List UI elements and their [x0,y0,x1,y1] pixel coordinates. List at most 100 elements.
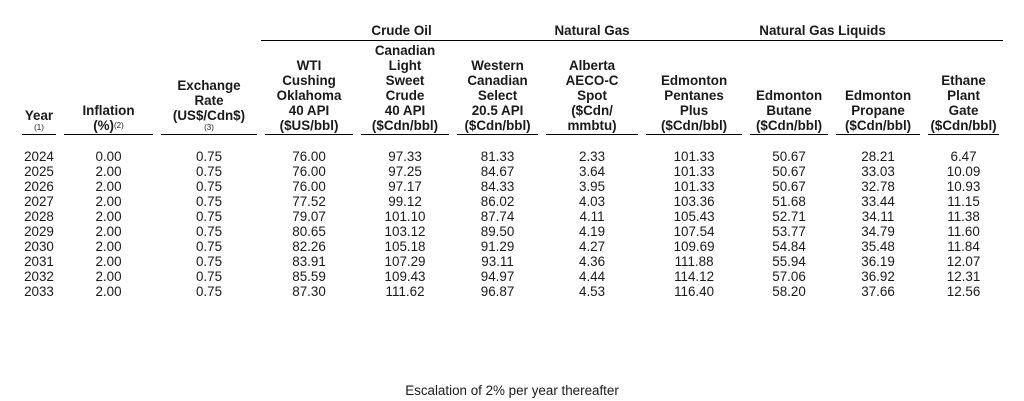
cell-western-canadian-select: 94.97 [480,269,515,284]
cell-propane: 34.11 [861,209,895,224]
cell-inflation: 2.00 [95,194,122,209]
header-line: Plant [947,88,980,103]
cell-inflation: 2.00 [95,284,122,299]
group-natural-gas: Natural Gas [542,18,643,41]
header-inflation: Inflation (%)(2) [60,41,157,137]
table-row: 2031 2.00 0.75 83.91 107.29 93.11 4.36 111.88 55… [18,254,1003,269]
cell-year: 2033 [24,284,54,299]
cell-inflation: 2.00 [95,224,122,239]
cell-propane: 35.48 [861,239,895,254]
header-line: ($Cdn/bbl) [755,118,823,133]
cell-ethane: 6.47 [950,149,977,164]
price-forecast-table: Crude Oil Natural Gas Natural Gas Liquid… [18,18,1004,299]
header-line: ($US/bbl) [279,118,339,133]
header-ethane: Ethane Plant Gate ($Cdn/bbl) [924,41,1003,137]
header-aeco: Alberta AECO-C Spot ($Cdn/mmbtu) [542,41,642,137]
header-line: Exchange [177,78,241,93]
cell-exchange-rate: 0.75 [195,194,223,209]
cell-western-canadian-select: 91.29 [480,239,515,254]
cell-inflation: 2.00 [95,269,122,284]
cell-pentanes-plus: 107.54 [673,224,715,239]
cell-year: 2032 [24,269,54,284]
cell-exchange-rate: 0.75 [195,149,223,164]
header-line: AECO-C [565,73,619,88]
cell-ethane: 11.60 [947,224,980,239]
header-butane: Edmonton Butane ($Cdn/bbl) [746,41,832,137]
cell-butane: 53.77 [772,224,806,239]
cell-year: 2027 [24,194,54,209]
header-pentanes-plus: Edmonton Pentanes Plus ($Cdn/bbl) [642,41,746,137]
cell-exchange-rate: 0.75 [195,239,223,254]
cell-aeco: 2.33 [579,149,606,164]
cell-canadian-light-sweet: 107.29 [384,254,426,269]
cell-ethane: 12.56 [946,284,981,299]
cell-canadian-light-sweet: 97.33 [388,149,422,164]
header-line: Select [477,88,518,103]
cell-butane: 50.67 [772,149,806,164]
cell-canadian-light-sweet: 111.62 [385,284,425,299]
cell-propane: 33.03 [861,164,895,179]
header-exchange-rate: Exchange Rate (US$/Cdn$) (3) [157,41,261,137]
header-line: Spot [577,88,607,103]
cell-propane: 36.19 [861,254,895,269]
table-row: 2027 2.00 0.75 77.52 99.12 86.02 4.03 103.36 51.… [18,194,1003,209]
cell-pentanes-plus: 109.69 [673,239,715,254]
header-line: ($Cdn/bbl) [844,118,912,133]
cell-western-canadian-select: 96.87 [480,284,515,299]
header-wti: WTI Cushing Oklahoma 40 API ($US/bbl) [261,41,357,137]
cell-wti: 79.07 [292,209,326,224]
header-line: mmbtu) [567,118,617,133]
cell-inflation: 2.00 [95,254,122,269]
cell-ethane: 10.09 [946,164,981,179]
cell-pentanes-plus: 116.40 [674,284,715,299]
cell-year: 2025 [24,164,54,179]
header-line: (US$/Cdn$) [172,108,246,123]
cell-canadian-light-sweet: 105.18 [384,239,426,254]
cell-exchange-rate: 0.75 [195,179,223,194]
inflation-footnote-marker: (2) [114,121,124,130]
cell-inflation: 2.00 [95,164,122,179]
cell-western-canadian-select: 93.11 [481,254,514,269]
cell-butane: 54.84 [772,239,806,254]
cell-wti: 83.91 [292,254,326,269]
cell-exchange-rate: 0.75 [195,209,223,224]
header-propane: Edmonton Propane ($Cdn/bbl) [832,41,924,137]
cell-western-canadian-select: 89.50 [480,224,515,239]
cell-pentanes-plus: 101.33 [673,149,715,164]
header-line: Year [24,108,54,123]
cell-year: 2031 [24,254,54,269]
cell-butane: 51.68 [772,194,806,209]
group-crude-oil: Crude Oil [261,18,543,41]
cell-wti: 87.30 [292,284,326,299]
cell-wti: 77.52 [292,194,326,209]
table-row: 2030 2.00 0.75 82.26 105.18 91.29 4.27 109.69 54… [18,239,1003,254]
header-line: Canadian [374,43,436,58]
cell-propane: 32.78 [861,179,895,194]
header-line: WTI [296,58,322,73]
group-header-row: Crude Oil Natural Gas Natural Gas Liquid… [18,18,1004,41]
header-line: Western [471,58,524,73]
cell-inflation: 2.00 [95,179,122,194]
cell-aeco: 4.03 [579,194,606,209]
cell-propane: 37.66 [861,284,895,299]
cell-western-canadian-select: 86.02 [480,194,515,209]
cell-aeco: 4.36 [579,254,606,269]
cell-exchange-rate: 0.75 [195,254,223,269]
header-line: ($Cdn/bbl) [464,118,531,133]
cell-pentanes-plus: 101.33 [673,164,715,179]
header-line: 40 API [288,103,330,118]
cell-canadian-light-sweet: 97.17 [388,179,422,194]
header-line: Canadian [467,73,528,88]
header-line: ($Cdn/bbl) [660,118,728,133]
cell-year: 2029 [24,224,54,239]
header-line: Light [388,58,422,73]
cell-year: 2026 [24,179,54,194]
cell-butane: 58.20 [772,284,806,299]
header-line: Propane [851,103,905,118]
cell-butane: 52.71 [772,209,806,224]
cell-aeco: 4.19 [579,224,606,239]
header-line: (%) [93,118,115,133]
table-row: 2029 2.00 0.75 80.65 103.12 89.50 4.19 107.54 53… [18,224,1003,239]
cell-exchange-rate: 0.75 [195,269,223,284]
cell-aeco: 4.44 [579,269,606,284]
